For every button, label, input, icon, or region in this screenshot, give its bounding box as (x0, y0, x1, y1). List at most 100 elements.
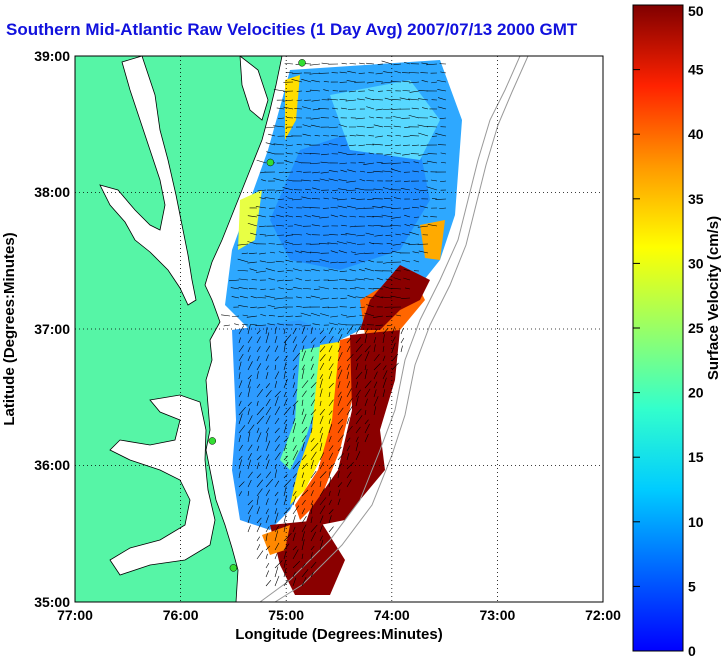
velocity-vector (390, 81, 402, 83)
velocity-vector (237, 243, 249, 246)
velocity-vector (223, 324, 231, 327)
velocity-vector (336, 241, 348, 245)
colorbar-ticks: 0 5 10 15 20 25 30 35 40 45 50 (633, 3, 704, 659)
velocity-vector (320, 313, 330, 317)
velocity-vector (319, 354, 326, 362)
velocity-vector (257, 297, 267, 299)
velocity-vector (310, 124, 321, 128)
velocity-vector (328, 356, 332, 362)
velocity-vector (247, 515, 251, 524)
velocity-vector (242, 314, 249, 317)
velocity-vector (409, 90, 420, 93)
velocity-vector (385, 278, 393, 281)
velocity-vector (310, 459, 314, 470)
colorbar-tick: 35 (688, 191, 704, 207)
velocity-vector (337, 434, 344, 443)
velocity-vector (294, 224, 303, 227)
velocity-vector (274, 480, 280, 488)
velocity-vector (292, 72, 303, 75)
velocity-vector (328, 435, 332, 443)
velocity-vector (238, 470, 241, 479)
velocity-vector (274, 469, 277, 479)
x-axis: 77:00 76:00 75:00 74:00 73:00 72:00 Long… (57, 607, 621, 643)
y-tick: 38:00 (34, 184, 70, 200)
velocity-vector (256, 400, 259, 407)
velocity-vector (247, 525, 251, 533)
x-tick: 77:00 (57, 607, 93, 623)
velocity-vector (310, 344, 315, 353)
velocity-vector (319, 488, 325, 497)
velocity-vector (340, 297, 348, 299)
velocity-vector (346, 205, 357, 209)
velocity-vector (345, 233, 357, 236)
velocity-vector (247, 378, 252, 389)
colorbar-tick: 10 (688, 514, 704, 530)
velocity-vector (418, 98, 429, 101)
velocity-vector (301, 179, 312, 182)
velocity-vector (304, 269, 312, 272)
velocity-vector (295, 250, 303, 254)
velocity-vector (265, 126, 276, 129)
velocity-vector (356, 134, 366, 137)
velocity-vector (292, 436, 295, 443)
velocity-vector (330, 315, 339, 318)
velocity-vector (310, 295, 321, 299)
velocity-vector (247, 215, 258, 218)
velocity-vector (292, 344, 298, 353)
velocity-vector (402, 161, 411, 164)
velocity-vector (382, 187, 393, 191)
velocity-vector (382, 355, 386, 362)
velocity-vector (311, 99, 321, 102)
velocity-vector (286, 315, 294, 317)
y-tick: 35:00 (34, 594, 70, 610)
velocity-vector (382, 389, 386, 398)
velocity-vector (435, 133, 447, 137)
velocity-vector (257, 189, 267, 192)
velocity-vector (337, 198, 348, 201)
velocity-vector (386, 242, 393, 245)
velocity-vector (411, 107, 420, 110)
velocity-vector (328, 335, 334, 344)
velocity-vector (256, 550, 264, 560)
velocity-vector (277, 198, 285, 200)
velocity-vector (337, 407, 344, 416)
velocity-vector (314, 135, 321, 137)
velocity-vector (439, 207, 447, 209)
velocity-vector (283, 443, 287, 452)
velocity-vector (417, 124, 429, 128)
velocity-vector (319, 243, 330, 245)
velocity-vector (255, 270, 267, 273)
velocity-vector (386, 324, 393, 327)
velocity-vector (402, 153, 411, 156)
velocity-vector (276, 279, 285, 282)
velocity-vector (283, 341, 287, 353)
velocity-vector (323, 143, 330, 146)
velocity-vector (247, 424, 255, 434)
velocity-vector (296, 143, 303, 146)
velocity-vector (422, 215, 429, 218)
velocity-vector (269, 215, 276, 218)
velocity-vector (404, 224, 411, 227)
velocity-vector (256, 488, 263, 497)
velocity-vector (373, 406, 377, 416)
velocity-vector (292, 532, 296, 542)
velocity-vector (319, 346, 326, 353)
velocity-vector (319, 497, 327, 506)
velocity-vector (231, 315, 240, 318)
velocity-vector (320, 161, 330, 164)
velocity-vector (296, 305, 303, 308)
velocity-vector (292, 473, 298, 479)
velocity-vector (310, 545, 315, 551)
velocity-vector (265, 427, 270, 434)
velocity-vector (328, 410, 333, 416)
velocity-vector (381, 60, 393, 65)
velocity-vector (364, 433, 369, 443)
velocity-vector (321, 153, 330, 156)
velocity-vector (291, 79, 303, 83)
velocity-vector (319, 216, 330, 219)
velocity-vector (355, 371, 363, 380)
velocity-vector (274, 380, 278, 389)
velocity-vector (437, 97, 447, 101)
velocity-vector (328, 471, 331, 479)
velocity-vector (319, 452, 325, 461)
